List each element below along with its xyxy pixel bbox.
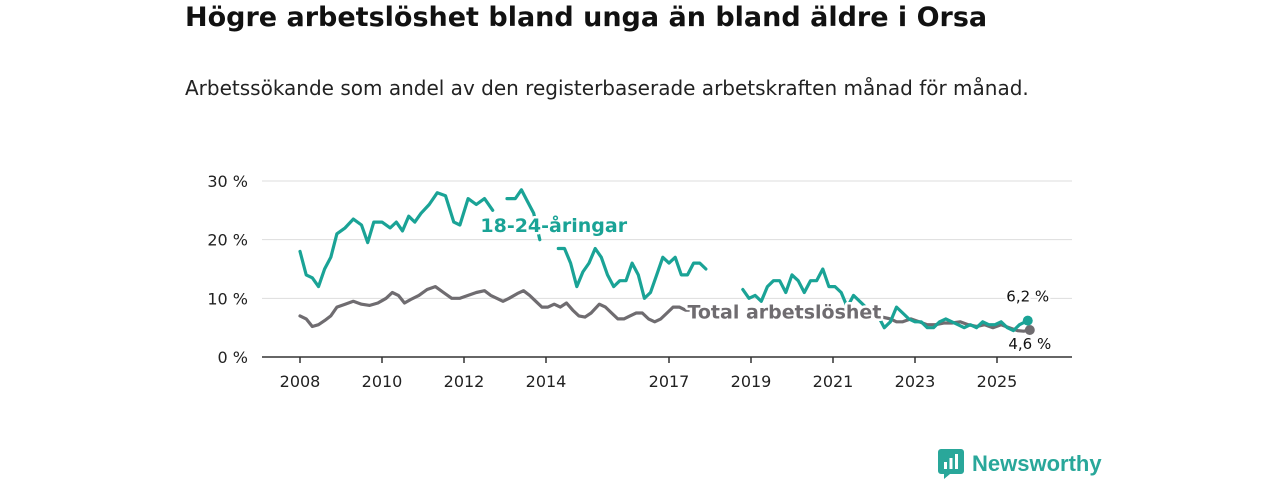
- end-point-total: [1024, 325, 1035, 336]
- x-tick-label: 2017: [649, 372, 690, 391]
- newsworthy-logo-icon: [938, 449, 964, 479]
- y-axis-tick-labels: 0 % 10 % 20 % 30 %: [207, 172, 248, 367]
- x-tick-label: 2010: [362, 372, 403, 391]
- series-line-youth: [505, 188, 542, 242]
- end-point-youth: [1022, 315, 1033, 326]
- series-label-total: Total arbetslöshet: [687, 301, 881, 323]
- x-tick-label: 2025: [977, 372, 1018, 391]
- series-line-youth: [556, 246, 708, 300]
- series-line-total: [298, 285, 692, 329]
- x-tick-label: 2008: [280, 372, 321, 391]
- y-tick-label: 10 %: [207, 289, 248, 308]
- x-tick-label: 2019: [731, 372, 772, 391]
- y-tick-label: 20 %: [207, 231, 248, 250]
- brand-name: Newsworthy: [972, 451, 1102, 476]
- end-value-label-total: 4,6 %: [1008, 335, 1051, 353]
- x-tick-label: 2021: [813, 372, 854, 391]
- series-line-youth: [298, 191, 495, 289]
- y-tick-label: 0 %: [218, 348, 248, 367]
- brand[interactable]: Newsworthy: [938, 449, 1102, 479]
- x-axis: [262, 356, 1072, 363]
- x-tick-label: 2014: [526, 372, 567, 391]
- chart-subtitle: Arbetssökande som andel av den registerb…: [185, 76, 1029, 100]
- series-label-youth: 18-24-åringar: [480, 213, 627, 237]
- grid-lines: [262, 180, 1072, 299]
- end-value-label-youth: 6,2 %: [1006, 288, 1049, 306]
- series-labels: 18-24-åringar Total arbetslöshet 6,2 % 4,6 …: [478, 211, 1053, 355]
- chart-title: Högre arbetslöshet bland unga än bland ä…: [185, 2, 988, 33]
- x-tick-label: 2023: [895, 372, 936, 391]
- series-line-youth: [741, 267, 1030, 333]
- y-tick-label: 30 %: [207, 172, 248, 191]
- x-tick-label: 2012: [444, 372, 485, 391]
- x-axis-tick-labels: 2008 2010 2012 2014 2017 2019 2021 2023 2025: [280, 372, 1018, 391]
- series-lines: [298, 188, 1035, 336]
